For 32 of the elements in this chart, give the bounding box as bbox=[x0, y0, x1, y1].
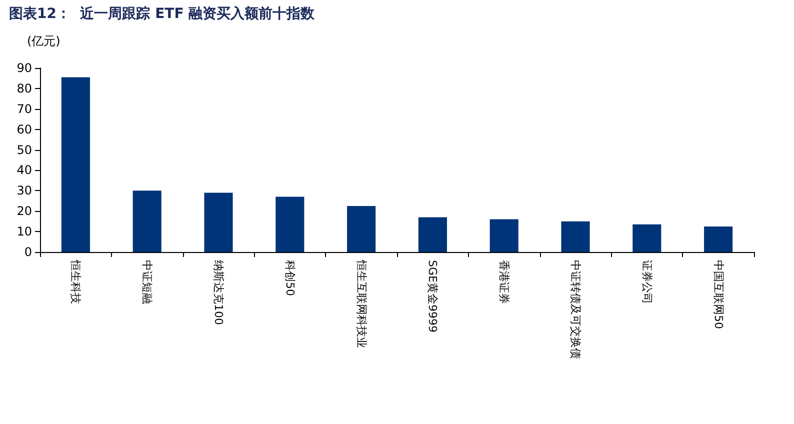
x-tick-label: 香港证券 bbox=[498, 260, 511, 304]
y-tick-label: 90 bbox=[16, 61, 32, 75]
bar bbox=[632, 224, 662, 252]
x-tick-label: 纳斯达克100 bbox=[212, 260, 225, 325]
bar bbox=[204, 192, 233, 252]
y-tick-label: 30 bbox=[16, 184, 32, 198]
bar bbox=[561, 221, 590, 252]
y-tick-label: 60 bbox=[16, 122, 32, 136]
x-tick-label: 中证短融 bbox=[140, 260, 154, 304]
x-tick-label: 恒生互联网科技业 bbox=[354, 259, 368, 348]
y-tick-label: 80 bbox=[16, 81, 32, 96]
y-tick-label: 50 bbox=[16, 142, 32, 157]
x-tick-label: SGE黄金9999 bbox=[426, 260, 440, 332]
x-tick-label: 中国互联网50 bbox=[712, 260, 725, 329]
x-tick-label: 证券公司 bbox=[640, 260, 654, 304]
x-tick-label: 中证转债及可交换债 bbox=[569, 260, 582, 359]
y-tick-label: 0 bbox=[24, 245, 32, 259]
y-tick-label: 10 bbox=[16, 224, 32, 239]
y-axis-title: (亿元) bbox=[27, 34, 60, 48]
x-tick-label: 恒生科技 bbox=[69, 259, 82, 304]
chart-title: 图表12： 近一周跟踪 ETF 融资买入额前十指数 bbox=[9, 5, 316, 22]
bar bbox=[490, 219, 518, 252]
x-tick-label: 科创50 bbox=[283, 260, 296, 296]
bar bbox=[132, 190, 162, 252]
y-tick-label: 40 bbox=[16, 163, 32, 178]
bar bbox=[347, 206, 376, 252]
bar bbox=[418, 217, 447, 252]
bar bbox=[61, 77, 90, 252]
bar bbox=[704, 226, 733, 252]
bar bbox=[276, 196, 304, 252]
y-tick-label: 20 bbox=[16, 204, 32, 218]
y-tick-label: 70 bbox=[16, 102, 32, 116]
